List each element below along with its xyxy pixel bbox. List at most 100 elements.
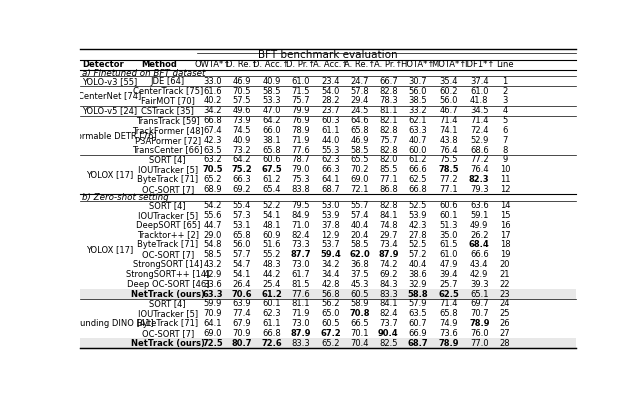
Text: 68.7: 68.7 [321, 185, 340, 194]
Text: 55.7: 55.7 [351, 201, 369, 210]
Text: 34.4: 34.4 [321, 270, 340, 279]
Text: 36.8: 36.8 [351, 260, 369, 269]
Text: OC-SORT [7]: OC-SORT [7] [141, 250, 194, 259]
Text: 56.0: 56.0 [439, 96, 458, 105]
Text: b) Zero-shot setting: b) Zero-shot setting [83, 193, 169, 202]
Text: 40.4: 40.4 [408, 260, 427, 269]
Text: 40.7: 40.7 [408, 136, 427, 144]
Text: 77.6: 77.6 [292, 289, 310, 298]
Text: 58.8: 58.8 [408, 289, 428, 298]
Text: 25.7: 25.7 [439, 280, 458, 289]
Text: 87.9: 87.9 [378, 250, 399, 259]
Text: 78.5: 78.5 [438, 165, 459, 174]
Text: 62.0: 62.0 [349, 250, 371, 259]
Text: 84.1: 84.1 [379, 299, 397, 308]
Text: 71.5: 71.5 [292, 86, 310, 96]
Text: 26.2: 26.2 [470, 230, 488, 240]
Text: 47.9: 47.9 [439, 260, 458, 269]
Text: 52.5: 52.5 [408, 201, 427, 210]
Text: 75.2: 75.2 [232, 165, 252, 174]
Text: 44.2: 44.2 [262, 270, 281, 279]
Text: 33.2: 33.2 [408, 106, 427, 115]
Text: Method: Method [141, 60, 177, 69]
Text: 58.9: 58.9 [351, 299, 369, 308]
Text: Deformable DETR [76]: Deformable DETR [76] [62, 131, 157, 140]
Text: 66.6: 66.6 [470, 250, 489, 259]
Text: 24: 24 [500, 299, 510, 308]
Text: 53.7: 53.7 [321, 240, 340, 249]
Text: 52.5: 52.5 [408, 240, 427, 249]
Text: 64.2: 64.2 [262, 116, 281, 125]
Text: 24.7: 24.7 [351, 77, 369, 86]
Text: 70.7: 70.7 [470, 309, 488, 318]
Text: 56.2: 56.2 [321, 299, 340, 308]
Text: 53.9: 53.9 [321, 211, 340, 220]
Text: 61.2: 61.2 [261, 289, 282, 298]
Text: MOTA*↑: MOTA*↑ [431, 60, 466, 69]
Text: 54.7: 54.7 [233, 260, 251, 269]
Text: 55.2: 55.2 [262, 250, 281, 259]
Text: YOLOX [17]: YOLOX [17] [86, 170, 133, 179]
Bar [80, 338, 576, 348]
Text: 60.6: 60.6 [262, 155, 281, 164]
Text: 81.1: 81.1 [379, 106, 397, 115]
Text: 14: 14 [500, 201, 510, 210]
Text: 28: 28 [500, 339, 510, 348]
Text: 75.7: 75.7 [292, 96, 310, 105]
Text: 79.3: 79.3 [470, 185, 488, 194]
Text: 25: 25 [500, 309, 510, 318]
Text: 72.6: 72.6 [261, 339, 282, 348]
Text: 70.5: 70.5 [233, 86, 251, 96]
Text: 11: 11 [500, 175, 510, 184]
Text: 42.3: 42.3 [203, 136, 221, 144]
Text: SORT [4]: SORT [4] [150, 155, 186, 164]
Text: 73.7: 73.7 [379, 319, 397, 328]
Text: 82.0: 82.0 [379, 155, 397, 164]
Text: 57.5: 57.5 [233, 96, 251, 105]
Text: 74.2: 74.2 [379, 260, 397, 269]
Text: 82.8: 82.8 [379, 146, 397, 154]
Text: 37.5: 37.5 [351, 270, 369, 279]
Text: 74.1: 74.1 [439, 126, 458, 135]
Text: 70.8: 70.8 [349, 309, 371, 318]
Text: 82.4: 82.4 [292, 230, 310, 240]
Text: 61.6: 61.6 [203, 86, 221, 96]
Text: 72.4: 72.4 [470, 126, 488, 135]
Text: ByteTrack [71]: ByteTrack [71] [137, 319, 198, 328]
Text: 62.5: 62.5 [438, 289, 459, 298]
Text: 55.6: 55.6 [203, 211, 221, 220]
Text: 29.4: 29.4 [351, 96, 369, 105]
Text: 66.5: 66.5 [351, 319, 369, 328]
Text: 54.0: 54.0 [321, 86, 340, 96]
Text: 90.4: 90.4 [378, 329, 399, 338]
Text: 60.1: 60.1 [262, 299, 281, 308]
Text: 82.4: 82.4 [379, 309, 397, 318]
Text: 35.4: 35.4 [439, 77, 458, 86]
Text: ByteTrack [71]: ByteTrack [71] [137, 175, 198, 184]
Text: ByteTrack [71]: ByteTrack [71] [137, 240, 198, 249]
Text: 42.9: 42.9 [470, 270, 488, 279]
Text: 57.2: 57.2 [408, 250, 427, 259]
Text: 76.9: 76.9 [292, 116, 310, 125]
Text: 42.3: 42.3 [408, 220, 427, 230]
Text: 87.9: 87.9 [291, 329, 311, 338]
Text: 77.6: 77.6 [292, 146, 310, 154]
Text: 34.5: 34.5 [470, 106, 488, 115]
Text: 65.2: 65.2 [203, 175, 221, 184]
Text: OC-SORT [7]: OC-SORT [7] [141, 185, 194, 194]
Text: 3: 3 [502, 96, 508, 105]
Text: 66.3: 66.3 [232, 175, 252, 184]
Text: OWTA*↑: OWTA*↑ [195, 60, 230, 69]
Text: 27.8: 27.8 [408, 230, 427, 240]
Text: 58.5: 58.5 [262, 86, 281, 96]
Text: 63.5: 63.5 [408, 309, 427, 318]
Text: 79.9: 79.9 [292, 106, 310, 115]
Text: 57.9: 57.9 [408, 299, 427, 308]
Text: 66.0: 66.0 [262, 126, 281, 135]
Text: 58.5: 58.5 [351, 240, 369, 249]
Text: 43.4: 43.4 [470, 260, 488, 269]
Text: 12.9: 12.9 [321, 230, 340, 240]
Text: 22: 22 [500, 280, 510, 289]
Text: 67.4: 67.4 [203, 126, 221, 135]
Text: 19: 19 [500, 250, 510, 259]
